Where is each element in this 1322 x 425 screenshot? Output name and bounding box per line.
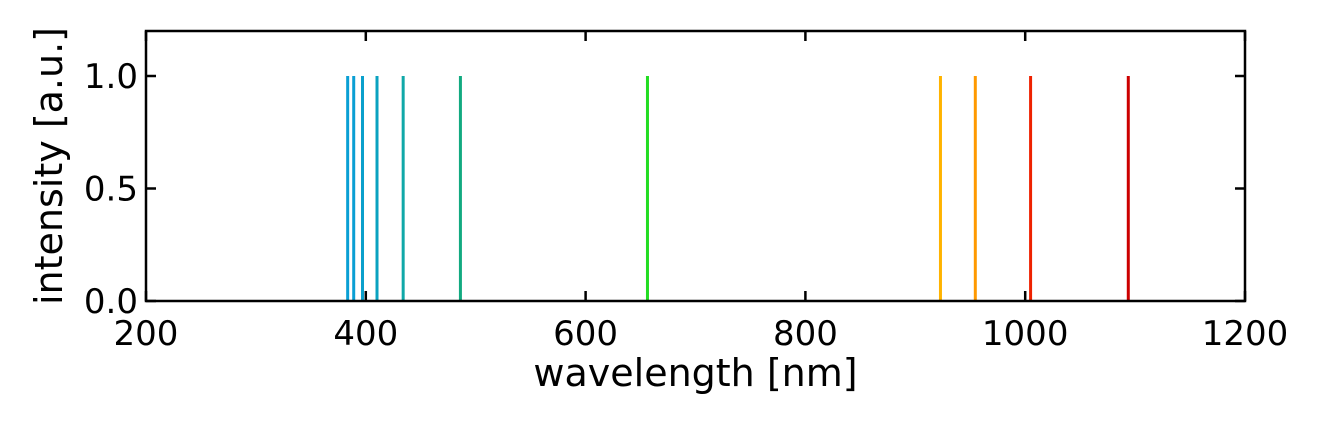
plot-lines [346, 76, 1130, 301]
x-tick-label: 600 [553, 314, 618, 354]
y-tick-label: 0.5 [84, 170, 138, 210]
plot-frame [144, 29, 1247, 303]
x-tick-label: 800 [773, 314, 838, 354]
x-axis-label: wavelength [nm] [533, 351, 857, 395]
axis-ticks: 200 400 600 800 1000 1200 0.0 0.5 1.0 [84, 31, 1288, 354]
x-tick-label: 200 [114, 314, 179, 354]
y-tick-label: 1.0 [84, 57, 138, 97]
y-tick-label: 0.0 [84, 282, 138, 322]
x-tick-label: 1000 [982, 314, 1069, 354]
x-tick-label: 400 [333, 314, 398, 354]
x-tick-label: 1200 [1202, 314, 1289, 354]
y-axis-label: intensity [a.u.] [27, 27, 71, 305]
